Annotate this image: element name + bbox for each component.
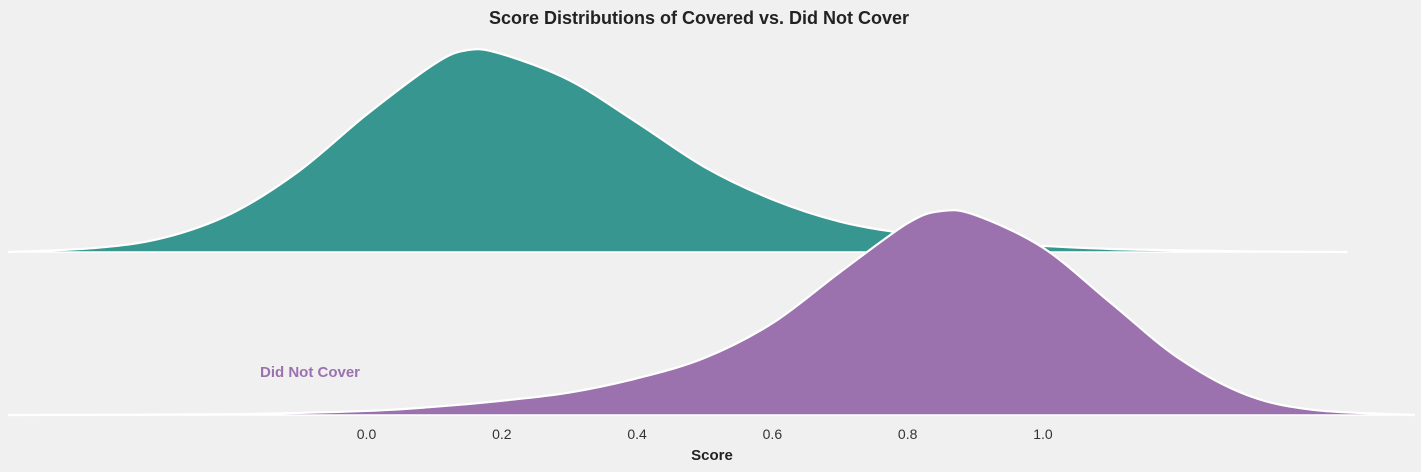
- series-label-did-not-cover: Did Not Cover: [260, 364, 360, 381]
- x-tick-label: 0.8: [898, 426, 918, 442]
- x-tick-label: 0.4: [627, 426, 647, 442]
- x-axis-label: Score: [691, 447, 733, 464]
- x-tick-label: 0.0: [357, 426, 377, 442]
- density-area-did-not-cover: [8, 210, 1415, 415]
- x-tick-label: 0.6: [763, 426, 783, 442]
- series-layer: [7, 48, 1416, 417]
- x-tick-label: 1.0: [1033, 426, 1053, 442]
- x-tick-label: 0.2: [492, 426, 512, 442]
- density-outline-1: [7, 208, 1416, 417]
- x-axis-ticks: 0.0 0.2 0.4 0.6 0.8 1.0: [357, 426, 1053, 442]
- density-outline-0: [7, 48, 1348, 254]
- chart-title: Score Distributions of Covered vs. Did N…: [489, 8, 909, 28]
